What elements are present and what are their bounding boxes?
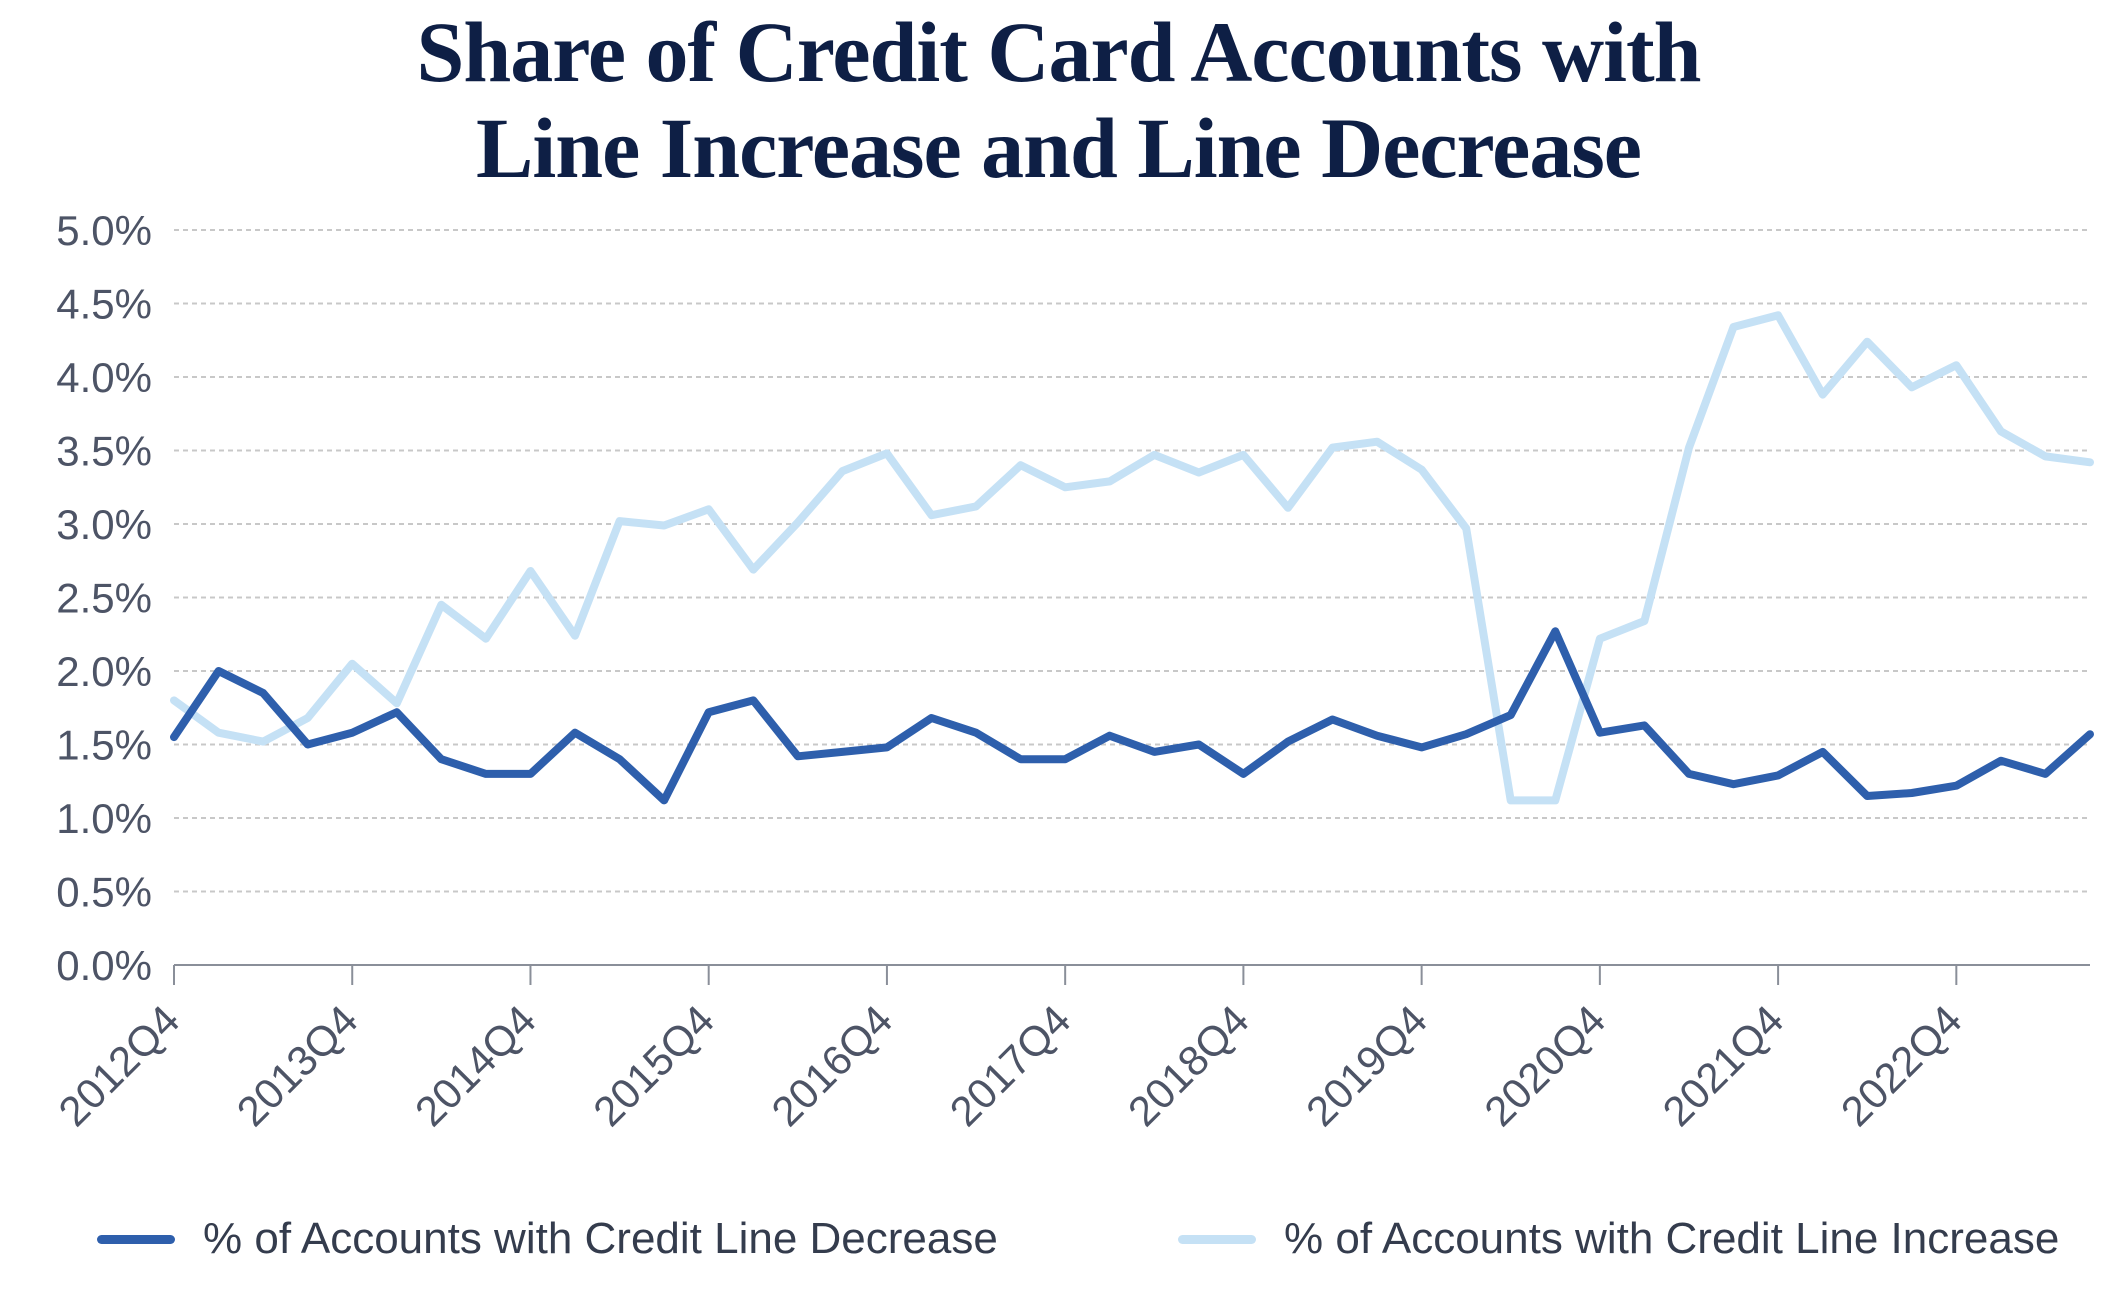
legend-item-increase: % of Accounts with Credit Line Increase [1178,1214,2059,1264]
y-tick-label: 4.5% [56,281,152,328]
x-axis [173,964,2090,985]
y-axis-tick-labels: 0.0% 0.5% 1.0% 1.5% 2.0% 2.5% 3.0% 3.5% 4.0% 4.5%… [56,207,152,989]
series-lines [170,311,2094,805]
x-tick-label: 2021Q4 [1654,996,1793,1135]
x-tick-label: 2020Q4 [1475,996,1614,1135]
series-line-increase [170,311,2094,805]
x-tick-label: 2019Q4 [1297,996,1436,1135]
legend-label-increase: % of Accounts with Credit Line Increase [1284,1214,2060,1263]
x-tick-label: 2012Q4 [49,996,188,1135]
legend-swatch-increase [1178,1234,1256,1244]
x-tick-label: 2015Q4 [584,996,723,1135]
y-tick-label: 4.0% [56,354,152,401]
x-tick-label: 2022Q4 [1832,996,1971,1135]
y-tick-label: 3.0% [56,501,152,548]
legend-swatch-decrease [97,1234,175,1244]
x-tick-label: 2013Q4 [228,996,367,1135]
legend: % of Accounts with Credit Line Decrease … [0,1214,2117,1284]
y-tick-label: 1.0% [56,795,152,842]
x-tick-label: 2017Q4 [941,996,1080,1135]
x-tick-label: 2018Q4 [1119,996,1258,1135]
y-tick-label: 0.0% [56,942,152,989]
chart-title-line-1: Share of Credit Card Accounts with [416,4,1702,100]
x-tick-label: 2014Q4 [406,996,545,1135]
legend-label-decrease: % of Accounts with Credit Line Decrease [203,1214,998,1263]
y-tick-label: 2.5% [56,575,152,622]
x-axis-tick-labels: 2012Q4 2013Q4 2014Q4 2015Q4 2016Q4 2017Q4 2018… [49,996,1970,1135]
y-tick-label: 3.5% [56,428,152,475]
gridlines [174,229,2090,893]
line-chart: 0.0% 0.5% 1.0% 1.5% 2.0% 2.5% 3.0% 3.5% 4.0% 4.5%… [49,207,2094,1135]
y-tick-label: 0.5% [56,869,152,916]
legend-item-decrease: % of Accounts with Credit Line Decrease [97,1214,998,1264]
x-tick-label: 2016Q4 [762,996,901,1135]
chart-title-line-2: Line Increase and Line Decrease [476,100,1642,196]
y-tick-label: 1.5% [56,722,152,769]
series-line-decrease [170,627,2094,805]
chart-title: Share of Credit Card Accounts with Line … [0,4,2117,196]
y-tick-label: 5.0% [56,207,152,254]
y-tick-label: 2.0% [56,648,152,695]
